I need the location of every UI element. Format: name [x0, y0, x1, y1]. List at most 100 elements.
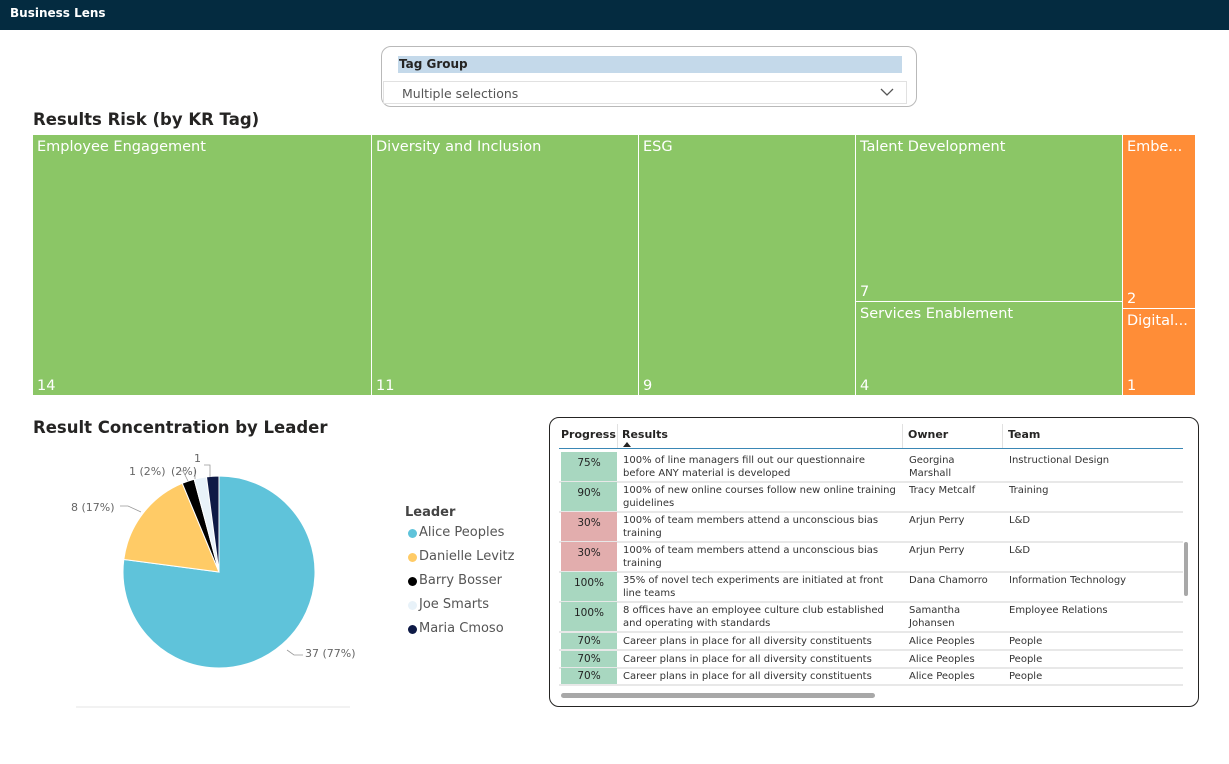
legend-label: Joe Smarts [419, 597, 490, 612]
row-divider [559, 601, 1183, 603]
results-table: Progress Results Owner Team 75% 100% of l… [549, 417, 1199, 707]
progress-cell: 75% [561, 452, 617, 481]
row-divider [559, 649, 1183, 651]
legend-dot [408, 577, 417, 586]
owner-cell: Tracy Metcalf [909, 485, 976, 496]
owner-cell: Dana Chamorro [909, 575, 988, 586]
col-header-progress[interactable]: Progress [561, 428, 616, 441]
legend-label: Danielle Levitz [419, 549, 515, 564]
team-cell: Instructional Design [1009, 455, 1110, 466]
team-cell: People [1009, 654, 1043, 665]
owner-cell: Georgina [909, 455, 955, 466]
result-cell: 35% of novel tech experiments are initia… [623, 575, 884, 586]
result-cell: and operating with standards [623, 618, 771, 629]
legend-label: Maria Cmoso [419, 621, 504, 636]
legend-item-alice-peoples[interactable]: Alice Peoples [405, 524, 514, 548]
tile-value: 7 [860, 284, 870, 300]
header-underline [559, 448, 1183, 449]
team-cell: Information Technology [1009, 575, 1127, 586]
treemap-tile-esg[interactable]: ESG 9 [638, 134, 856, 396]
top-bar: Business Lens [0, 0, 1229, 30]
progress-cell: 90% [561, 482, 617, 511]
row-divider [559, 631, 1183, 633]
row-divider [559, 667, 1183, 669]
legend-dot [408, 601, 417, 610]
tile-value: 14 [37, 378, 56, 394]
leader-line [286, 649, 303, 656]
progress-cell: 100% [561, 572, 617, 601]
progress-cell: 100% [561, 602, 617, 631]
owner-cell: Johansen [909, 618, 955, 629]
progress-cell: 70% [561, 633, 617, 649]
leader-line [204, 464, 211, 477]
owner-cell: Samantha [909, 605, 961, 616]
table-row[interactable]: 70% Career plans in place for all diversi… [559, 651, 1183, 669]
table-row[interactable]: 90% 100% of new online courses follow new… [559, 482, 1183, 513]
col-header-results[interactable]: Results [622, 428, 668, 441]
horizontal-scrollbar[interactable] [561, 693, 875, 698]
progress-cell: 70% [561, 668, 617, 684]
treemap-tile-employee-engagement[interactable]: Employee Engagement 14 [32, 134, 372, 396]
team-cell: L&D [1009, 545, 1031, 556]
table-row[interactable]: 75% 100% of line managers fill out our qu… [559, 452, 1183, 483]
table-row[interactable]: 100% 8 offices have an employee culture c… [559, 602, 1183, 633]
team-cell: L&D [1009, 515, 1031, 526]
col-header-team[interactable]: Team [1008, 428, 1041, 441]
row-divider [559, 511, 1183, 513]
tile-label: Employee Engagement [37, 139, 206, 155]
legend-item-danielle-levitz[interactable]: Danielle Levitz [405, 548, 514, 572]
row-divider [559, 571, 1183, 573]
treemap-tile-embe[interactable]: Embe... 2 [1122, 134, 1196, 309]
slice-label-maria: 1 [194, 452, 201, 465]
legend-item-joe-smarts[interactable]: Joe Smarts [405, 596, 514, 620]
col-divider [617, 424, 618, 448]
table-row[interactable]: 70% Career plans in place for all diversi… [559, 668, 1183, 686]
owner-cell: Alice Peoples [909, 636, 975, 647]
result-cell: 100% of team members attend a unconsciou… [623, 515, 879, 526]
result-cell: Career plans in place for all diversity … [623, 671, 872, 682]
slice-label-barry: 1 (2%) [129, 465, 166, 478]
legend-item-barry-bosser[interactable]: Barry Bosser [405, 572, 514, 596]
tile-label: Digital... [1127, 313, 1188, 329]
leader-line [120, 505, 142, 513]
table-row[interactable]: 70% Career plans in place for all diversi… [559, 633, 1183, 651]
table-row[interactable]: 30% 100% of team members attend a unconsc… [559, 542, 1183, 573]
result-cell: Career plans in place for all diversity … [623, 636, 872, 647]
result-cell: before ANY material is developed [623, 468, 791, 479]
col-header-owner[interactable]: Owner [908, 428, 949, 441]
treemap-tile-talent-development[interactable]: Talent Development 7 [855, 134, 1123, 302]
owner-cell: Arjun Perry [909, 515, 965, 526]
owner-cell: Marshall [909, 468, 952, 479]
progress-cell: 30% [561, 512, 617, 541]
pie-slice-danielle-levitz[interactable] [123, 482, 220, 573]
tile-value: 2 [1127, 291, 1137, 307]
tile-value: 4 [860, 378, 870, 394]
tile-label: Diversity and Inclusion [376, 139, 542, 155]
row-divider [559, 541, 1183, 543]
treemap-tile-diversity-inclusion[interactable]: Diversity and Inclusion 11 [371, 134, 639, 396]
legend-title: Leader [405, 505, 456, 520]
slice-label-joe: (2%) [171, 465, 197, 478]
vertical-scrollbar[interactable] [1184, 542, 1188, 596]
treemap-tile-services-enablement[interactable]: Services Enablement 4 [855, 301, 1123, 396]
table-row[interactable]: 30% 100% of team members attend a unconsc… [559, 512, 1183, 543]
result-cell: 100% of new online courses follow new on… [623, 485, 896, 496]
treemap-tile-digital[interactable]: Digital... 1 [1122, 308, 1196, 396]
tile-value: 1 [1127, 378, 1137, 394]
slicer-dropdown[interactable]: Multiple selections [383, 81, 907, 104]
progress-cell: 70% [561, 651, 617, 667]
slicer-value: Multiple selections [402, 86, 519, 101]
pie-chart: 37 (77%) 8 (17%) 1 (2%) (2%) 1 [71, 452, 356, 708]
pie-slice-maria-cmoso[interactable] [205, 475, 220, 573]
legend-item-maria-cmoso[interactable]: Maria Cmoso [405, 620, 514, 644]
app-title: Business Lens [10, 6, 106, 20]
tile-label: Embe... [1127, 139, 1183, 155]
team-cell: People [1009, 636, 1043, 647]
treemap-title: Results Risk (by KR Tag) [33, 110, 260, 129]
table-row[interactable]: 100% 35% of novel tech experiments are in… [559, 572, 1183, 603]
tile-label: Services Enablement [860, 306, 1014, 322]
slice-label-danielle: 8 (17%) [71, 501, 115, 514]
col-divider [902, 424, 903, 448]
owner-cell: Alice Peoples [909, 654, 975, 665]
team-cell: Training [1009, 485, 1049, 496]
